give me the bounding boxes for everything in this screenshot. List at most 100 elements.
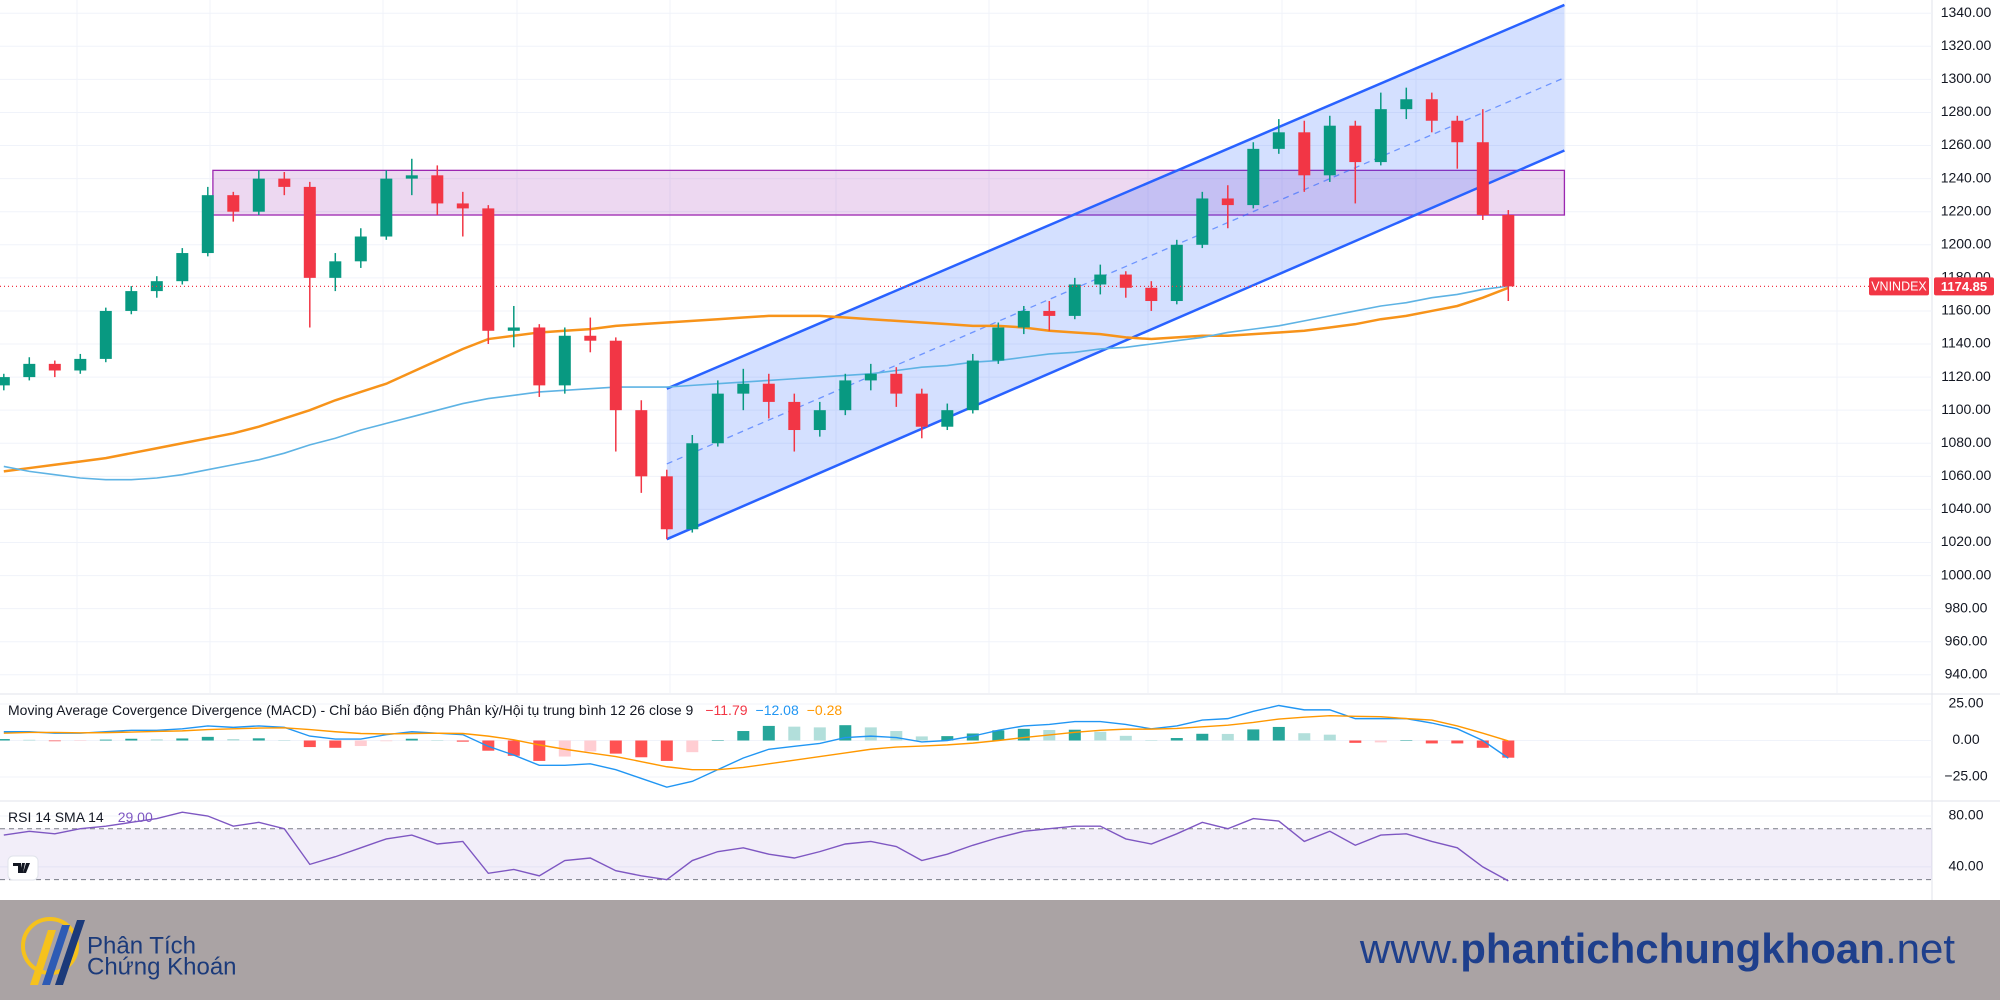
candle-body [558, 335, 571, 386]
macd-histogram-bar [150, 739, 163, 741]
candle-body [456, 203, 469, 209]
macd-title: Moving Average Covergence Divergence (MA… [8, 702, 694, 718]
macd-histogram-bar [864, 727, 877, 741]
rsi-band [0, 828, 1932, 880]
macd-histogram-bar [1502, 740, 1515, 758]
macd-histogram-bar [941, 736, 954, 741]
candle-body [584, 335, 597, 341]
macd-histogram-bar [1017, 728, 1030, 741]
candle-body [1247, 148, 1260, 206]
y-tick-label: 940.00 [1945, 666, 1988, 682]
candle-body [125, 291, 138, 311]
macd-histogram-bar [737, 731, 750, 741]
candle-body [1017, 310, 1030, 328]
macd-histogram-bar [252, 738, 265, 741]
candle-body [74, 358, 87, 371]
candle-body [660, 476, 673, 530]
candle-body [1145, 287, 1158, 302]
candle-body [813, 410, 826, 431]
macd-histogram-bar [890, 731, 903, 741]
macd-histogram-bar [788, 726, 801, 741]
brand-line: Chứng Khoán [87, 953, 237, 980]
candle-body [48, 363, 61, 371]
candle-body [1298, 132, 1311, 176]
footer-url: www.phantichchungkhoan.net [1359, 925, 1955, 972]
macd-histogram-bar [992, 730, 1005, 741]
channel-fill [666, 4, 1565, 540]
candle-body [686, 443, 699, 530]
macd-histogram-bar [1374, 740, 1387, 743]
macd-histogram-bar [660, 740, 673, 761]
macd-histogram-bar [1451, 740, 1464, 744]
candle-body [966, 360, 979, 411]
candle-body [227, 195, 240, 212]
macd-histogram-bar [966, 733, 979, 741]
candle-body [1425, 99, 1438, 121]
candle-body [762, 383, 775, 402]
candle-body [737, 383, 750, 394]
candle-body [1221, 198, 1234, 206]
candle-body [992, 327, 1005, 361]
y-tick-label: 1120.00 [1941, 368, 1991, 384]
macd-histogram-bar [1145, 740, 1158, 741]
macd-histogram-bar [48, 740, 61, 742]
candle-body [329, 261, 342, 278]
macd-histogram-bar [1272, 726, 1285, 741]
macd-histogram-bar [227, 739, 240, 741]
macd-histogram-bar [813, 727, 826, 741]
symbol-tag-text: VNINDEX [1871, 280, 1927, 294]
candle-body [303, 186, 316, 278]
y-tick-label: 1100.00 [1941, 401, 1991, 417]
candle-body [0, 377, 10, 386]
macd-histogram-bar [1196, 733, 1209, 741]
macd-histogram-bar [839, 725, 852, 741]
candle-body [405, 175, 418, 179]
macd-histogram-bar [1170, 738, 1183, 741]
candle-body [201, 195, 214, 254]
y-tick-label: 1220.00 [1941, 202, 1992, 218]
y-tick-label: 0.00 [1952, 731, 1979, 747]
candle-body [482, 208, 495, 331]
candle-body [635, 410, 648, 477]
macd-histogram-bar [1400, 740, 1413, 741]
y-tick-label: 1320.00 [1941, 37, 1992, 53]
symbol-tag [1869, 277, 1929, 296]
y-tick-label: 1300.00 [1941, 70, 1992, 86]
candle-body [99, 310, 112, 359]
macd-histogram-bar [635, 740, 648, 758]
candle-body [1094, 274, 1107, 285]
logo-stripe [42, 925, 70, 985]
y-tick-label: 1160.00 [1941, 302, 1991, 318]
channel-line [666, 149, 1565, 541]
macd-histogram-bar [1221, 733, 1234, 741]
y-tick-label: 1020.00 [1941, 533, 1992, 549]
y-tick-label: 25.00 [1948, 695, 1983, 711]
moving-average [3, 286, 1509, 473]
macd-histogram-bar [23, 739, 36, 741]
brand-logo [21, 917, 85, 985]
y-tick-label: 1040.00 [1941, 500, 1992, 516]
candle-body [788, 401, 801, 431]
macd-histogram-bar [99, 739, 112, 741]
candle-body [1119, 274, 1132, 288]
rsi-legend: RSI 14 SMA 14 29.00 [8, 809, 153, 825]
macd-readout: −11.79 [705, 702, 747, 718]
macd-histogram-bar [1094, 731, 1107, 741]
candle-body [1323, 125, 1336, 176]
rsi-title: RSI 14 SMA 14 [8, 809, 104, 825]
tv-logo [7, 855, 39, 881]
plot-layer [0, 0, 1932, 882]
macd-histogram-bar [278, 740, 291, 741]
channel-line [666, 3, 1565, 390]
macd-legend: Moving Average Covergence Divergence (MA… [8, 702, 842, 718]
macd-histogram-bar [1298, 733, 1311, 741]
candle-body [1043, 310, 1056, 316]
candle-body [431, 175, 444, 204]
signal-line [3, 715, 1509, 771]
candle-body [915, 393, 928, 427]
tv-logo-glyph [13, 863, 30, 873]
macd-histogram-bar [1119, 735, 1132, 741]
macd-histogram-bar [584, 740, 597, 752]
